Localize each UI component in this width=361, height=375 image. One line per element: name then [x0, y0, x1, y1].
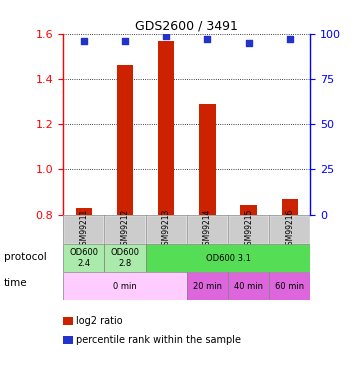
- Point: [287, 36, 293, 42]
- Bar: [63, 214, 104, 244]
- Text: GSM99216: GSM99216: [285, 209, 294, 250]
- Point: [163, 33, 169, 39]
- Text: protocol: protocol: [4, 252, 46, 262]
- Bar: [269, 214, 310, 244]
- Bar: [199, 104, 216, 214]
- Bar: [228, 272, 269, 300]
- Text: OD600
2.8: OD600 2.8: [110, 248, 139, 268]
- Bar: [187, 214, 228, 244]
- Bar: [187, 272, 228, 300]
- Point: [122, 38, 128, 44]
- Bar: [104, 214, 145, 244]
- Bar: [282, 199, 298, 214]
- Text: GSM99211: GSM99211: [79, 209, 88, 250]
- Bar: [145, 214, 187, 244]
- Bar: [117, 65, 133, 214]
- Bar: [104, 244, 145, 272]
- Bar: [240, 206, 257, 214]
- Bar: [158, 40, 174, 214]
- Point: [205, 36, 210, 42]
- Text: time: time: [4, 278, 27, 288]
- Text: 20 min: 20 min: [193, 282, 222, 291]
- Title: GDS2600 / 3491: GDS2600 / 3491: [135, 20, 238, 33]
- Bar: [145, 244, 310, 272]
- Point: [81, 38, 87, 44]
- Bar: [269, 272, 310, 300]
- Text: OD600 3.1: OD600 3.1: [206, 254, 251, 262]
- Point: [246, 40, 252, 46]
- Text: 40 min: 40 min: [234, 282, 263, 291]
- Text: percentile rank within the sample: percentile rank within the sample: [76, 335, 241, 345]
- Text: GSM99213: GSM99213: [162, 209, 171, 250]
- Bar: [63, 244, 104, 272]
- Text: log2 ratio: log2 ratio: [76, 316, 122, 326]
- Bar: [228, 214, 269, 244]
- Text: 60 min: 60 min: [275, 282, 304, 291]
- Text: OD600
2.4: OD600 2.4: [69, 248, 98, 268]
- Text: GSM99215: GSM99215: [244, 209, 253, 250]
- Text: 0 min: 0 min: [113, 282, 137, 291]
- Bar: [63, 272, 187, 300]
- Text: GSM99212: GSM99212: [121, 209, 130, 250]
- Text: GSM99214: GSM99214: [203, 209, 212, 250]
- Bar: [75, 208, 92, 214]
